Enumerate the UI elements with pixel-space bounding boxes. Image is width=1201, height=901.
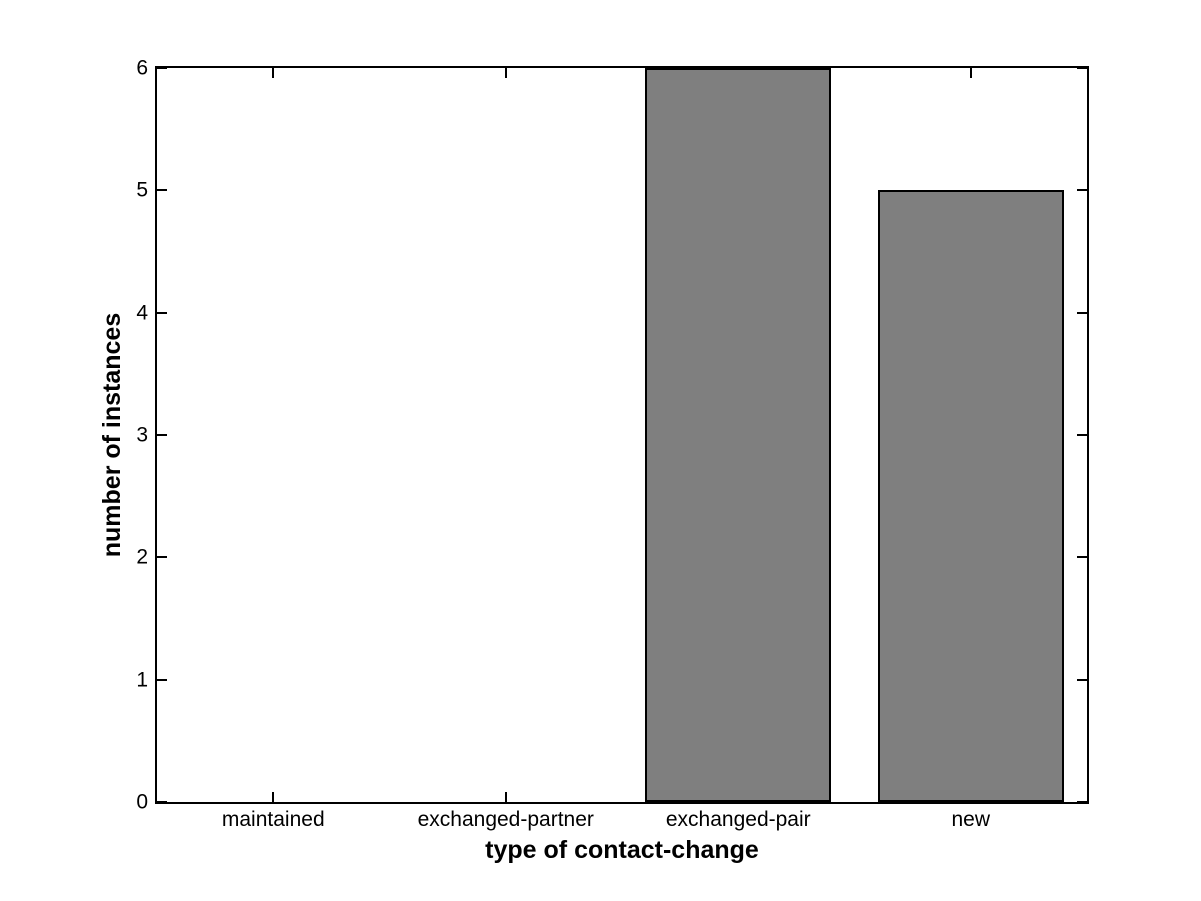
y-tick-right bbox=[1077, 678, 1087, 681]
bar-new bbox=[877, 190, 1064, 802]
x-tick-top bbox=[272, 68, 275, 78]
y-tick-right bbox=[1077, 311, 1087, 314]
x-tick-top bbox=[504, 68, 507, 78]
y-tick-left bbox=[157, 678, 167, 681]
x-tick-label: exchanged-partner bbox=[417, 808, 594, 831]
y-tick-label: 2 bbox=[136, 545, 148, 569]
y-tick-label: 4 bbox=[136, 301, 148, 325]
x-tick-bottom bbox=[272, 792, 275, 802]
x-tick-label: new bbox=[951, 808, 991, 831]
y-tick-right bbox=[1077, 68, 1087, 69]
y-tick-right bbox=[1077, 556, 1087, 559]
y-tick-left bbox=[157, 434, 167, 436]
y-tick-left bbox=[157, 68, 167, 69]
x-tick-label: maintained bbox=[221, 808, 325, 831]
y-tick-label: 1 bbox=[136, 668, 148, 692]
x-tick-top bbox=[969, 68, 972, 78]
y-tick-label: 6 bbox=[136, 56, 148, 80]
y-tick-right bbox=[1077, 434, 1087, 436]
y-tick-left bbox=[157, 189, 167, 192]
plot-inner bbox=[157, 68, 1087, 802]
bar-exchanged-pair bbox=[645, 68, 832, 802]
y-tick-label: 0 bbox=[136, 790, 148, 814]
y-axis-label: number of instances bbox=[98, 312, 126, 558]
x-tick-bottom bbox=[504, 792, 507, 802]
y-tick-left bbox=[157, 556, 167, 559]
x-axis-label: type of contact-change bbox=[485, 836, 759, 864]
y-tick-left bbox=[157, 311, 167, 314]
plot-area bbox=[155, 66, 1089, 804]
y-tick-label: 5 bbox=[136, 178, 148, 202]
y-tick-label: 3 bbox=[136, 423, 148, 447]
y-tick-left bbox=[157, 801, 167, 802]
y-tick-right bbox=[1077, 801, 1087, 802]
x-tick-label: exchanged-pair bbox=[665, 808, 811, 831]
y-tick-right bbox=[1077, 189, 1087, 192]
